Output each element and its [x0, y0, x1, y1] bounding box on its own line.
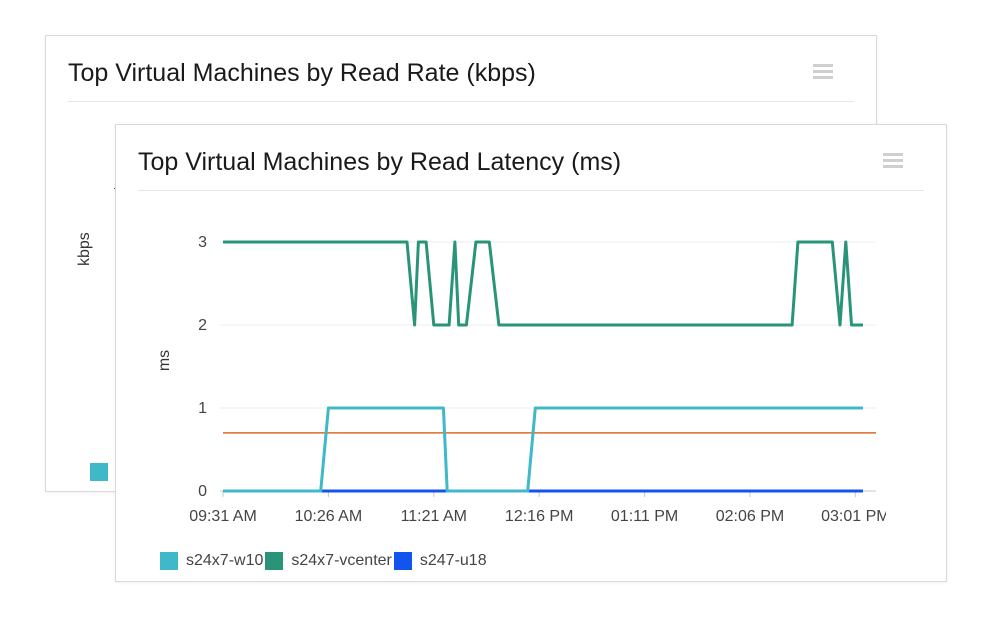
latency-line-chart: 0 1 2 3 09:31 AM 10:26 AM 11:21 AM 12:16 PM 01:1… — [156, 234, 889, 525]
x-tick-label: 10:26 AM — [295, 508, 363, 525]
x-tick-label: 12:16 PM — [505, 508, 573, 525]
title-divider — [68, 101, 854, 102]
legend-label: s24x7-vcenter — [291, 552, 392, 569]
widget-title: Top Virtual Machines by Read Rate (kbps) — [68, 59, 536, 87]
y-tick-label: 2 — [198, 317, 207, 334]
legend-label: s247-u18 — [419, 552, 487, 569]
hamburger-menu-icon[interactable] — [813, 64, 833, 80]
widget-title: Top Virtual Machines by Read Latency (ms… — [138, 148, 622, 176]
x-tick-label: 02:06 PM — [716, 508, 784, 525]
legend-item[interactable]: s24x7-w10 — [160, 552, 263, 570]
y-axis-label: kbps — [76, 232, 93, 266]
series-line-s24x7-vcenter — [223, 240, 863, 327]
legend-swatch — [265, 552, 284, 570]
read-latency-widget: Top Virtual Machines by Read Latency (ms… — [115, 124, 947, 582]
legend-label: s24x7-w10 — [186, 552, 264, 569]
x-tick-label: 01:11 PM — [611, 508, 678, 525]
hamburger-menu-icon[interactable] — [883, 153, 903, 169]
y-tick-label: 0 — [198, 483, 207, 500]
y-tick-label: 1 — [198, 400, 207, 417]
x-tick-label: 09:31 AM — [189, 508, 257, 525]
x-tick-label: 11:21 AM — [401, 508, 467, 525]
legend-item[interactable]: s24x7-vcenter — [265, 552, 392, 570]
y-tick-label: 3 — [198, 234, 207, 251]
legend-item[interactable]: s247-u18 — [393, 552, 487, 570]
legend-swatch[interactable] — [90, 463, 108, 481]
chart-legend: s24x7-w10 s24x7-vcenter s247-u18 — [160, 550, 489, 572]
legend-swatch — [393, 552, 412, 570]
legend-swatch — [160, 552, 178, 570]
title-divider — [138, 190, 924, 191]
y-axis-label: ms — [156, 350, 173, 371]
series-line-s24x7-w10 — [223, 406, 863, 493]
x-tick-label: 03:01 PM — [821, 508, 889, 525]
